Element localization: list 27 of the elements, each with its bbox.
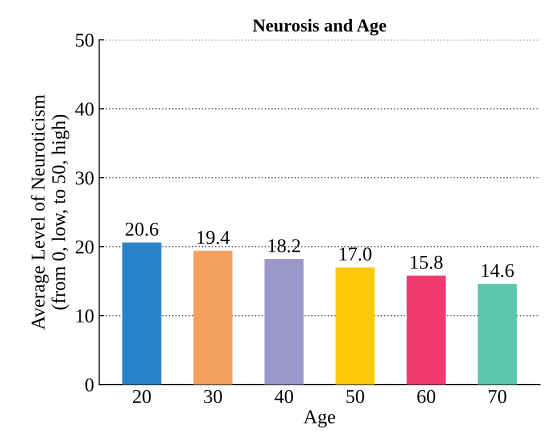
bar xyxy=(193,250,232,385)
data-label: 19.4 xyxy=(198,230,230,244)
y-tick-label: 40 xyxy=(75,102,94,116)
x-tick-label: 30 xyxy=(204,390,222,404)
bar xyxy=(336,267,375,385)
y-tick-label: 20 xyxy=(76,240,94,254)
y-axis-title: Average Level of Neuroticism (from 0, low, to 50, high) xyxy=(30,94,70,330)
y-tick-label: 50 xyxy=(76,34,94,47)
bar xyxy=(478,284,517,385)
data-label: 17.0 xyxy=(340,247,372,261)
x-tick-label: 60 xyxy=(417,390,436,404)
data-label: 14.6 xyxy=(482,264,514,278)
y-tick-label: 0 xyxy=(85,378,94,392)
bar xyxy=(264,259,304,385)
y-tick-label: 10 xyxy=(76,309,94,323)
bar xyxy=(406,276,446,385)
x-tick-label: 20 xyxy=(132,390,151,404)
data-label: 15.8 xyxy=(410,256,442,269)
x-tick-label: 50 xyxy=(346,390,364,404)
data-label: 20.6 xyxy=(126,222,158,236)
x-tick-label: 70 xyxy=(488,390,506,404)
chart-title: Neurosis and Age xyxy=(252,18,386,36)
x-axis-title: Age xyxy=(304,410,336,428)
data-label: 18.2 xyxy=(268,239,300,252)
y-tick-label: 30 xyxy=(76,172,94,185)
bar xyxy=(122,242,162,385)
x-tick-label: 40 xyxy=(274,390,294,404)
